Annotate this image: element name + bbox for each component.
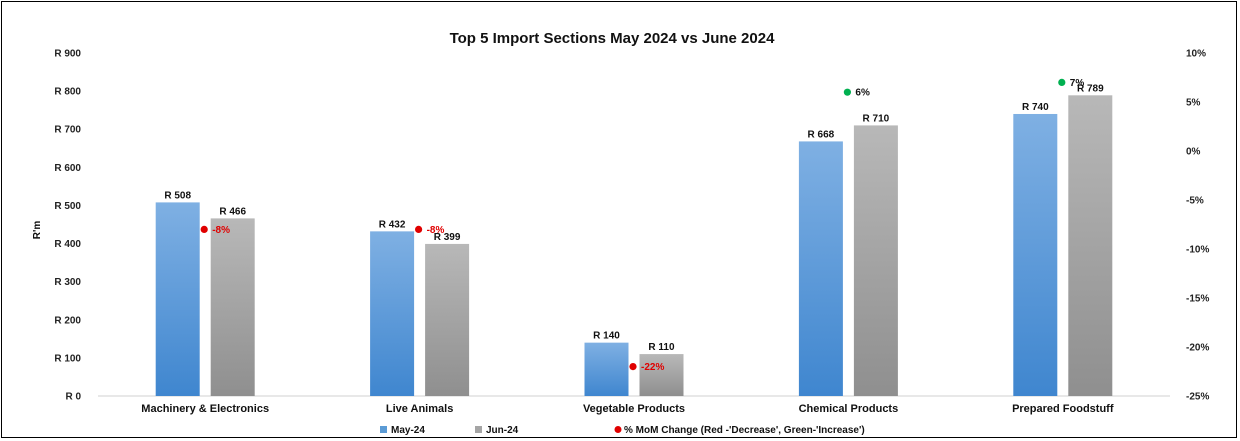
legend-swatch-may-24 xyxy=(380,426,387,433)
y2-tick-label: -5% xyxy=(1186,196,1204,207)
bar-may-24 xyxy=(798,141,843,396)
legend-swatch-mom-change xyxy=(614,426,622,433)
mom-change-marker xyxy=(843,88,852,96)
bar-value-label: R 140 xyxy=(593,331,620,342)
y-axis-label: R'm xyxy=(32,221,43,240)
y-axis-ticks: R 0 R 100 R 200 R 300 R 400 R 500 R 600 R 700 R … xyxy=(54,49,81,403)
category-label: Machinery & Electronics xyxy=(141,403,269,415)
bar-may-24 xyxy=(155,202,200,396)
bar-value-label: R 740 xyxy=(1022,102,1049,113)
bar-value-label: R 668 xyxy=(808,129,835,140)
y2-tick-label: -10% xyxy=(1186,245,1209,256)
category-label: Prepared Foodstuff xyxy=(1012,403,1114,415)
bar-jun-24 xyxy=(639,354,684,396)
bar-value-label: R 710 xyxy=(863,113,890,124)
legend-label: Jun-24 xyxy=(486,425,519,436)
category-label: Live Animals xyxy=(386,403,453,415)
bar-jun-24 xyxy=(210,218,255,396)
y-tick-label: R 0 xyxy=(65,392,81,403)
legend: May-24 Jun-24 % MoM Change (Red -'Decrease… xyxy=(380,425,865,436)
bar-value-label: R 466 xyxy=(219,206,246,217)
y-tick-label: R 400 xyxy=(54,239,81,250)
legend-label: % MoM Change (Red -'Decrease', Green-'In… xyxy=(624,425,865,436)
y-tick-label: R 800 xyxy=(54,87,81,98)
bar-jun-24 xyxy=(1068,95,1113,396)
bar-may-24 xyxy=(584,342,629,396)
y2-tick-label: 5% xyxy=(1186,98,1201,109)
mom-change-label: -8% xyxy=(427,225,445,236)
y2-tick-label: 10% xyxy=(1186,49,1206,60)
category-label: Vegetable Products xyxy=(583,403,685,415)
bar-value-label: R 399 xyxy=(434,232,461,243)
bar-value-label: R 110 xyxy=(648,342,675,353)
y-tick-label: R 900 xyxy=(54,49,81,60)
bar-value-label: R 432 xyxy=(379,219,406,230)
category-label: Chemical Products xyxy=(799,403,899,415)
mom-change-marker xyxy=(200,225,208,233)
mom-change-marker xyxy=(415,225,423,233)
y2-tick-label: 0% xyxy=(1186,147,1201,158)
bar-may-24 xyxy=(1013,113,1058,396)
y2-tick-label: -15% xyxy=(1186,294,1209,305)
mom-change-label: -22% xyxy=(641,362,664,373)
y-tick-label: R 700 xyxy=(54,125,81,136)
mom-change-marker xyxy=(1058,78,1066,86)
bar-jun-24 xyxy=(853,125,898,397)
y-tick-label: R 100 xyxy=(54,353,81,364)
y-tick-label: R 300 xyxy=(54,277,81,288)
chart-title: Top 5 Import Sections May 2024 vs June 2… xyxy=(450,30,776,47)
y-tick-label: R 600 xyxy=(54,163,81,174)
legend-swatch-jun-24 xyxy=(475,426,482,433)
bar-may-24 xyxy=(370,231,415,396)
legend-label: May-24 xyxy=(391,425,425,436)
bar-jun-24 xyxy=(425,243,470,396)
mom-change-label: 7% xyxy=(1070,78,1085,89)
y2-axis-ticks: -25% -20% -15% -10% -5% 0% 5% 10% xyxy=(1186,49,1209,403)
mom-change-marker xyxy=(629,363,637,371)
mom-change-label: -8% xyxy=(212,225,230,236)
y-tick-label: R 200 xyxy=(54,315,81,326)
category-labels: Machinery & Electronics Live Animals Veget… xyxy=(141,403,1114,415)
mom-change-label: 6% xyxy=(855,88,870,99)
bar-value-label: R 789 xyxy=(1077,83,1104,94)
y2-tick-label: -25% xyxy=(1186,392,1209,403)
y-tick-label: R 500 xyxy=(54,201,81,212)
y2-tick-label: -20% xyxy=(1186,343,1209,354)
bar-value-label: R 508 xyxy=(164,190,191,201)
